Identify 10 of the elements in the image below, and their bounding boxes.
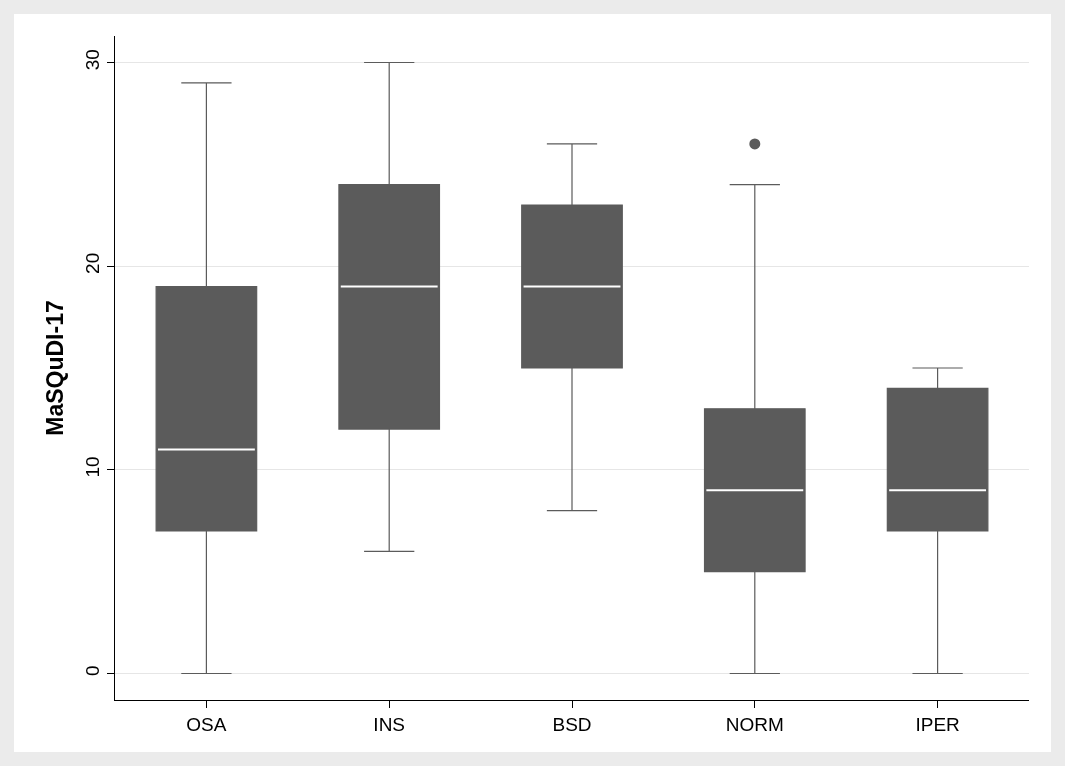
x-tick-label: BSD	[552, 713, 592, 735]
y-axis-title: MaSQuDI-17	[41, 300, 68, 436]
x-tick-label: IPER	[915, 713, 960, 735]
x-tick-label: OSA	[186, 713, 227, 735]
y-tick-label: 0	[82, 665, 104, 676]
x-tick-label: NORM	[725, 713, 784, 735]
x-tick-label: INS	[373, 713, 406, 735]
y-tick-label: 10	[82, 456, 104, 478]
y-tick-label: 30	[82, 49, 104, 71]
y-tick-label: 20	[82, 252, 104, 274]
